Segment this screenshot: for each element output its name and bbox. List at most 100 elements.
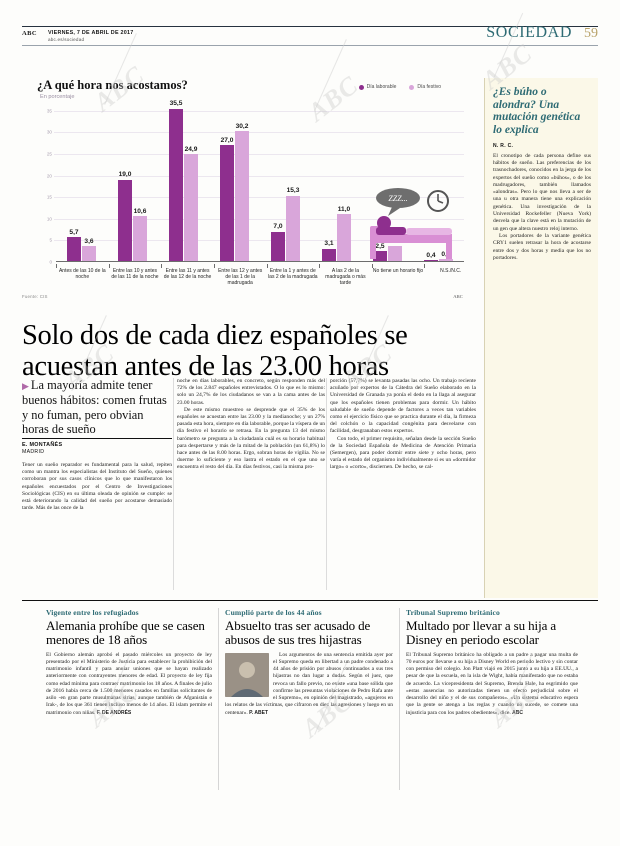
chart-tick-mark (319, 264, 320, 268)
chart-bar-value: 3,1 (324, 240, 334, 248)
brief-kicker: Tribunal Supremo británico (406, 608, 500, 617)
chart-bar: 3,6 (82, 238, 96, 262)
legend-label-laborable: Día laborable (366, 84, 397, 90)
chart-subtitle: En porcentaje (40, 94, 75, 100)
chart-credit: ABC (453, 294, 463, 299)
chart-bar-value: 15,3 (286, 187, 300, 195)
masthead-bottom-rule (22, 45, 598, 46)
chart-gridline (54, 197, 464, 199)
chart-x-tick-label: Entre las 11 y antes de las 12 de la noc… (161, 264, 212, 281)
brief-signature: P. ABET (249, 709, 269, 716)
chart-tick-mark (108, 264, 110, 268)
byline-author: E. MONTAÑÉS (22, 442, 63, 448)
page-number: 59 (584, 26, 598, 41)
chart-bar-value: 0,4 (426, 251, 436, 259)
chart-x-tick-label: Entre la 1 y antes de las 2 de la madrug… (266, 264, 318, 281)
legend-item-festivo: Día festivo (409, 84, 441, 90)
brief-separator-1 (218, 608, 219, 790)
chart-bar: 10,6 (133, 208, 147, 262)
chart-x-tick-label: N.S./N.C. (424, 264, 462, 274)
chart-bar: 35,5 (169, 100, 183, 262)
brief-headline: Multado por llevar a su hija a Disney en… (406, 618, 557, 648)
legend-dot-laborable (358, 84, 364, 90)
brief-kicker: Cumplió parte de los 44 años (225, 608, 322, 617)
svg-text:ZZZ...: ZZZ... (388, 194, 407, 203)
chart-bar-value: 5,7 (69, 228, 79, 236)
article-column-3: porción (57,7%) se levanta pasadas las o… (330, 378, 476, 472)
chart-tick-mark (371, 264, 373, 268)
chart-gridline (54, 175, 464, 177)
chart-bar: 15,3 (286, 187, 300, 262)
article-column-2: noche en días laborables, en concreto, s… (177, 378, 325, 472)
chart-y-tick: 15 (46, 194, 52, 200)
paragraph: Con todo, el primer requisito, señalan d… (330, 435, 476, 471)
brief-acquittal: Cumplió parte de los 44 años Absuelto tr… (225, 608, 393, 717)
chart-bar-value: 19,0 (118, 171, 132, 179)
chart-gridline (54, 132, 464, 134)
masthead-top-rule (22, 26, 598, 27)
paragraph: noche en días laborables, en concreto, s… (177, 378, 325, 406)
chart-y-tick: 0 (49, 259, 52, 265)
brief-body: Los argumentos de una sentencia emitida … (225, 652, 393, 717)
brief-separator-2 (399, 608, 400, 790)
chart-bar-value: 27,0 (220, 136, 234, 144)
brief-germany: Vigente entre los refugiados Alemania pr… (46, 608, 212, 717)
column-rule-2 (326, 378, 327, 590)
masthead-website: abc.es/sociedad (48, 37, 85, 42)
section-name: SOCIEDAD (486, 24, 572, 41)
chart-bar: 19,0 (118, 171, 132, 262)
chart-bar-value: 35,5 (169, 100, 183, 107)
bullet-arrow-icon: ▶ (22, 381, 29, 391)
chart-bar: 11,0 (337, 206, 351, 262)
byline: E. MONTAÑÉS MADRID (22, 438, 172, 455)
chart-bar-value: 24,9 (184, 145, 198, 153)
chart-bar: 27,0 (220, 137, 234, 262)
chart-bar-value: 10,6 (133, 207, 147, 215)
page-title: Solo dos de cada diez españoles se acues… (22, 320, 408, 382)
brief-kicker: Vigente entre los refugiados (46, 608, 139, 617)
chart-legend: Día laborable Día festivo (358, 84, 441, 90)
brief-body: El Tribunal Supremo británico ha obligad… (406, 652, 578, 717)
chart-bar-group: 35,5 24,9 (158, 100, 209, 262)
chart-gridline (54, 240, 464, 242)
byline-rule (22, 438, 172, 439)
chart-y-tick: 35 (46, 108, 52, 114)
sidebar-body: El cronotipo de cada persona define sus … (493, 153, 591, 263)
sleeping-person-illustration: ZZZ... (362, 182, 480, 264)
chart-source: Fuente: CIS (22, 294, 48, 299)
chart-bar: 30,2 (235, 123, 249, 262)
masthead-date: VIERNES, 7 DE ABRIL DE 2017 (48, 30, 134, 36)
chart-gridline (54, 153, 464, 155)
court-defendant-photo (225, 652, 269, 697)
brief-headline: Alemania prohíbe que se casen menores de… (46, 618, 205, 648)
masthead-brand: ABC (22, 30, 37, 37)
chart-tick-mark (161, 264, 163, 268)
chart-bar: 5,7 (67, 229, 81, 262)
chart-bar-value: 11,0 (337, 205, 351, 213)
brief-headline: Absuelto tras ser acusado de abusos de s… (225, 618, 371, 648)
brief-disney-fine: Tribunal Supremo británico Multado por l… (406, 608, 578, 717)
chart-bar-value: 30,2 (235, 122, 249, 130)
paragraph: Tener un sueño reparador es fundamental … (22, 462, 172, 512)
chart-y-tick: 30 (46, 129, 52, 135)
chart-bar: 24,9 (184, 146, 198, 262)
brief-body: El Gobierno alemán aprobó el pasado miér… (46, 652, 212, 717)
chart-y-tick: 10 (46, 216, 52, 222)
legend-dot-festivo (409, 84, 415, 90)
chart-y-tick: 5 (49, 237, 52, 243)
clock-icon (427, 190, 449, 212)
paragraph: El cronotipo de cada persona define sus … (493, 152, 591, 232)
chart-bar: 2,5 (373, 243, 387, 262)
chart-bar-value: 2,5 (375, 242, 385, 250)
article-subhead-text: La mayoría admite tener buenos hábitos: … (22, 378, 167, 437)
chart-bar-value: 3,6 (84, 237, 94, 245)
paragraph: Los portadores de la variante genética C… (493, 233, 591, 261)
chart-gridline (54, 110, 464, 112)
paragraph: porción (57,7%) se levanta pasadas las o… (330, 378, 476, 435)
sidebar-article: ¿Es búho o alondra? Una mutación genétic… (484, 78, 598, 598)
chart-x-tick-label: No tiene un horario fijo (371, 264, 424, 274)
chart-x-tick-label: A las 2 de la madrugada o más tarde (319, 264, 366, 287)
chart-bar-value: 7,0 (273, 223, 283, 231)
chart-bar: 3,1 (322, 240, 336, 262)
chart-bar-group: 19,0 10,6 (107, 102, 158, 262)
